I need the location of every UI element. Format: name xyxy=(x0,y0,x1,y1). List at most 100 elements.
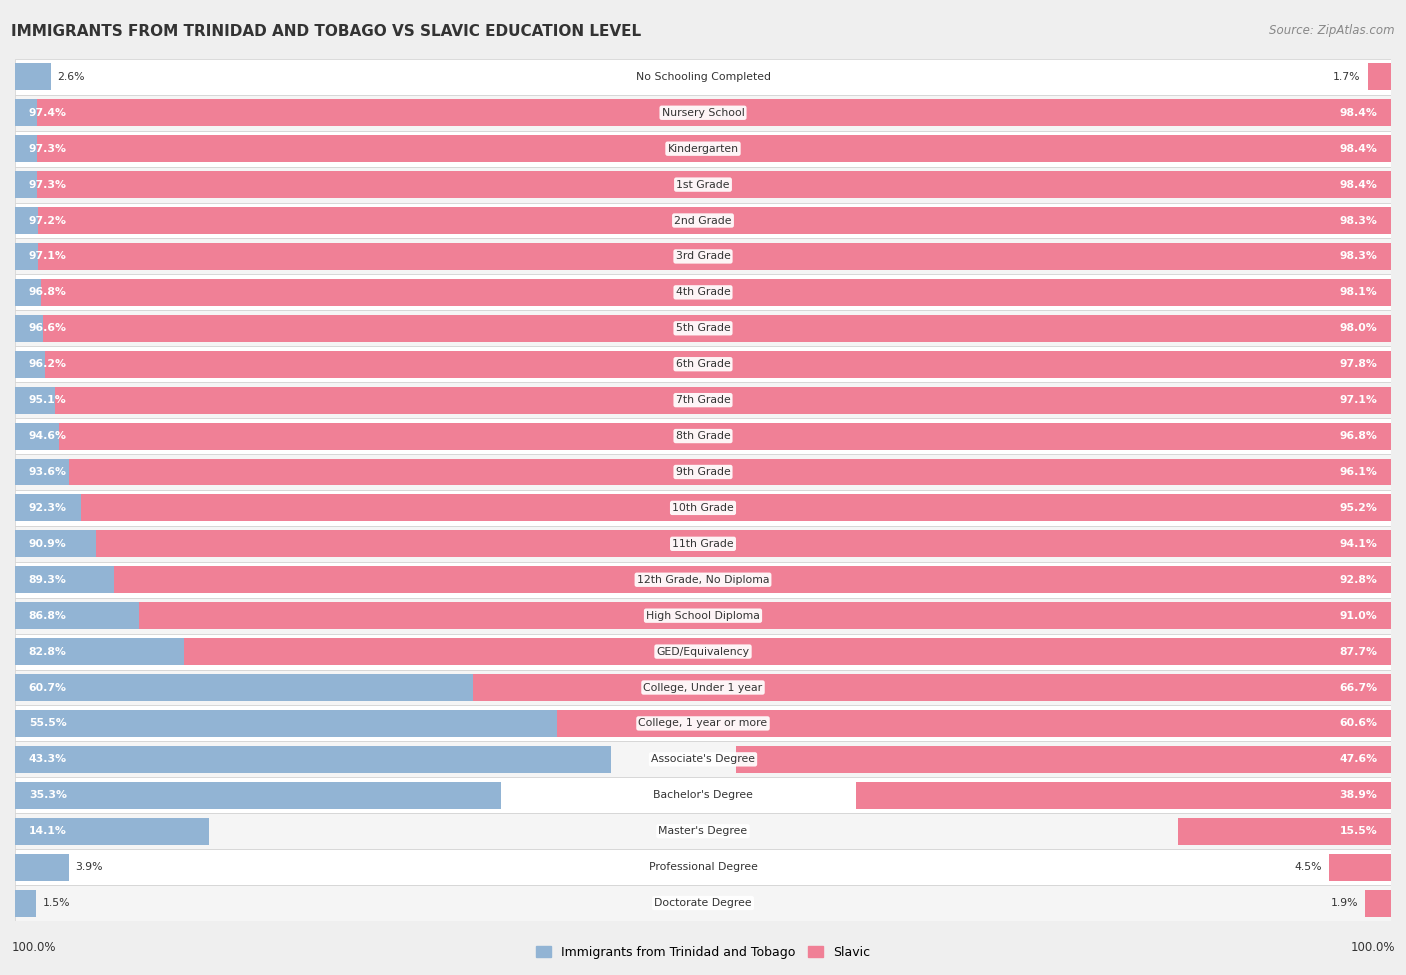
Text: 97.3%: 97.3% xyxy=(28,179,66,189)
Bar xyxy=(69,458,1391,486)
Bar xyxy=(15,136,1354,162)
Text: 95.2%: 95.2% xyxy=(1340,503,1378,513)
Bar xyxy=(41,279,1391,306)
Text: IMMIGRANTS FROM TRINIDAD AND TOBAGO VS SLAVIC EDUCATION LEVEL: IMMIGRANTS FROM TRINIDAD AND TOBAGO VS S… xyxy=(11,24,641,39)
Text: 97.2%: 97.2% xyxy=(28,215,66,225)
Text: 5th Grade: 5th Grade xyxy=(676,324,730,333)
Text: 60.7%: 60.7% xyxy=(28,682,66,692)
Bar xyxy=(15,131,1391,167)
Text: 1.7%: 1.7% xyxy=(1333,72,1361,82)
Bar xyxy=(15,207,1353,234)
Bar xyxy=(15,638,1154,665)
Text: 2.6%: 2.6% xyxy=(58,72,86,82)
Text: GED/Equivalency: GED/Equivalency xyxy=(657,646,749,656)
Bar xyxy=(15,494,1285,522)
Bar xyxy=(15,422,1316,449)
Bar xyxy=(15,782,501,808)
Bar xyxy=(1365,889,1391,916)
Text: 1.5%: 1.5% xyxy=(42,898,70,908)
Bar xyxy=(15,818,209,844)
Text: Kindergarten: Kindergarten xyxy=(668,143,738,154)
Bar xyxy=(15,351,1339,377)
Text: Associate's Degree: Associate's Degree xyxy=(651,755,755,764)
Text: 89.3%: 89.3% xyxy=(28,574,66,585)
Text: 96.8%: 96.8% xyxy=(1340,431,1378,441)
Text: 100.0%: 100.0% xyxy=(1350,941,1395,954)
Text: 10th Grade: 10th Grade xyxy=(672,503,734,513)
Bar xyxy=(15,239,1391,274)
Text: 100.0%: 100.0% xyxy=(11,941,56,954)
Text: 7th Grade: 7th Grade xyxy=(676,395,730,406)
Bar xyxy=(15,854,69,880)
Bar xyxy=(15,706,1391,741)
Text: 93.6%: 93.6% xyxy=(28,467,66,477)
Text: 3.9%: 3.9% xyxy=(76,862,103,872)
Text: 9th Grade: 9th Grade xyxy=(676,467,730,477)
Bar xyxy=(139,603,1391,629)
Bar xyxy=(82,494,1391,522)
Text: 94.1%: 94.1% xyxy=(1340,539,1378,549)
Text: 98.4%: 98.4% xyxy=(1340,108,1378,118)
Text: 87.7%: 87.7% xyxy=(1340,646,1378,656)
Bar xyxy=(1368,63,1391,91)
Bar xyxy=(15,562,1391,598)
Text: 94.6%: 94.6% xyxy=(28,431,66,441)
Text: 97.4%: 97.4% xyxy=(28,108,66,118)
Bar xyxy=(15,490,1391,526)
Bar xyxy=(15,63,51,91)
Text: 90.9%: 90.9% xyxy=(28,539,66,549)
Text: 96.2%: 96.2% xyxy=(28,359,66,370)
Text: 97.3%: 97.3% xyxy=(28,143,66,154)
Text: Source: ZipAtlas.com: Source: ZipAtlas.com xyxy=(1270,24,1395,37)
Text: 86.8%: 86.8% xyxy=(28,610,66,621)
Text: 82.8%: 82.8% xyxy=(28,646,66,656)
Bar xyxy=(856,782,1391,808)
Text: 97.8%: 97.8% xyxy=(1340,359,1378,370)
Text: 1st Grade: 1st Grade xyxy=(676,179,730,189)
Text: Professional Degree: Professional Degree xyxy=(648,862,758,872)
Bar xyxy=(15,634,1391,670)
Text: 8th Grade: 8th Grade xyxy=(676,431,730,441)
Text: 6th Grade: 6th Grade xyxy=(676,359,730,370)
Bar xyxy=(15,172,1354,198)
Bar xyxy=(15,885,1391,921)
Text: 14.1%: 14.1% xyxy=(28,826,66,837)
Bar xyxy=(15,315,1344,342)
Bar xyxy=(15,99,1355,126)
Text: 98.1%: 98.1% xyxy=(1340,288,1378,297)
Bar xyxy=(15,849,1391,885)
Bar xyxy=(15,279,1347,306)
Bar xyxy=(15,454,1391,490)
Text: College, Under 1 year: College, Under 1 year xyxy=(644,682,762,692)
Text: College, 1 year or more: College, 1 year or more xyxy=(638,719,768,728)
Bar xyxy=(15,458,1303,486)
Bar xyxy=(96,530,1391,558)
Bar xyxy=(15,566,1244,593)
Text: 4.5%: 4.5% xyxy=(1295,862,1322,872)
Text: 98.4%: 98.4% xyxy=(1340,143,1378,154)
Bar xyxy=(42,315,1391,342)
Text: 47.6%: 47.6% xyxy=(1339,755,1378,764)
Bar xyxy=(15,95,1391,131)
Text: 2nd Grade: 2nd Grade xyxy=(675,215,731,225)
Bar xyxy=(15,674,851,701)
Text: 98.4%: 98.4% xyxy=(1340,179,1378,189)
Bar xyxy=(15,670,1391,706)
Bar xyxy=(15,203,1391,239)
Bar xyxy=(59,422,1391,449)
Bar xyxy=(15,274,1391,310)
Bar xyxy=(55,387,1391,413)
Bar xyxy=(15,741,1391,777)
Bar xyxy=(184,638,1391,665)
Bar xyxy=(15,603,1209,629)
Text: 55.5%: 55.5% xyxy=(28,719,66,728)
Bar xyxy=(15,58,1391,95)
Text: High School Diploma: High School Diploma xyxy=(647,610,759,621)
Text: 1.9%: 1.9% xyxy=(1330,898,1358,908)
Bar xyxy=(15,167,1391,203)
Text: 38.9%: 38.9% xyxy=(1340,791,1378,800)
Bar xyxy=(114,566,1391,593)
Text: Nursery School: Nursery School xyxy=(662,108,744,118)
Text: 96.8%: 96.8% xyxy=(28,288,66,297)
Text: 92.8%: 92.8% xyxy=(1340,574,1378,585)
